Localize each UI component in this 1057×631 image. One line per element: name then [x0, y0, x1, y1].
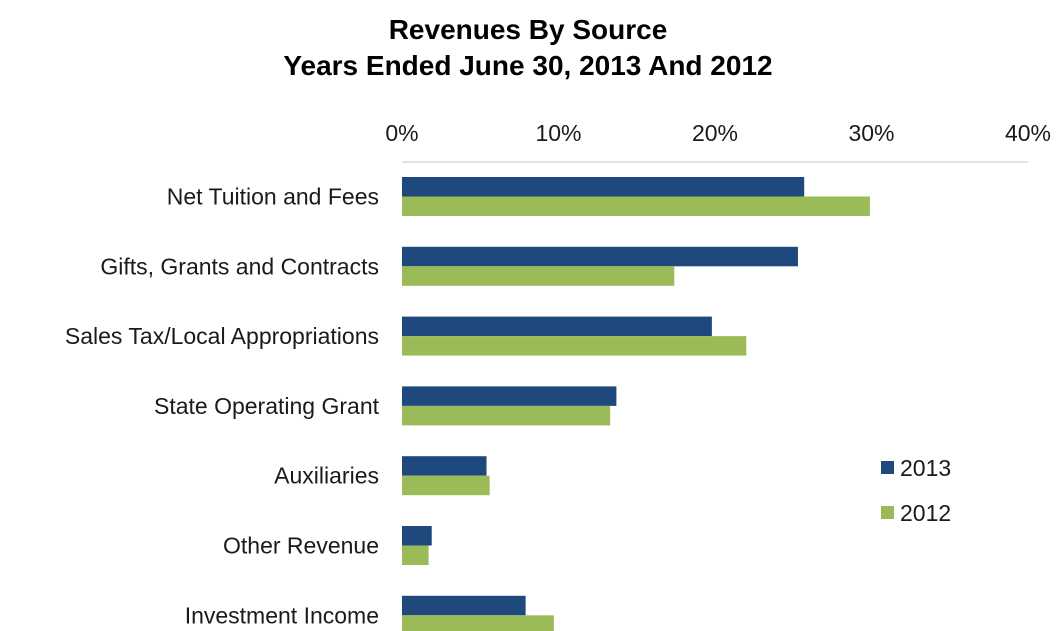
- bar-2013: [402, 595, 526, 616]
- bars: [402, 177, 870, 631]
- legend-swatch-2013: [881, 461, 894, 474]
- bar-2013: [402, 177, 805, 197]
- bar-2012: [402, 475, 490, 496]
- bar-2012: [402, 615, 554, 631]
- category-label: Investment Income: [185, 602, 379, 628]
- x-axis-ticks: 0% 10% 20% 30% 40%: [385, 120, 1051, 146]
- category-labels: Net Tuition and Fees Gifts, Grants and Co…: [65, 184, 380, 629]
- x-tick-label: 20%: [692, 120, 738, 146]
- category-label: Auxiliaries: [274, 463, 379, 489]
- x-tick-label: 10%: [535, 120, 581, 146]
- x-tick-label: 30%: [848, 120, 894, 146]
- bar-2013: [402, 456, 487, 476]
- x-tick-label: 40%: [1005, 120, 1051, 146]
- legend-label: 2013: [900, 455, 951, 481]
- legend: 2013 2012: [881, 455, 951, 526]
- category-label: Sales Tax/Local Appropriations: [65, 323, 379, 349]
- bar-2012: [402, 266, 675, 286]
- category-label: Gifts, Grants and Contracts: [100, 253, 379, 279]
- bar-2012: [402, 336, 747, 356]
- bar-2013: [402, 246, 798, 267]
- legend-label: 2012: [900, 500, 951, 526]
- bar-2012: [402, 405, 611, 426]
- chart-subtitle: Years Ended June 30, 2013 And 2012: [283, 50, 772, 81]
- bar-2012: [402, 545, 429, 565]
- bar-2013: [402, 386, 617, 406]
- chart-title: Revenues By Source: [389, 14, 668, 45]
- category-label: State Operating Grant: [154, 393, 380, 419]
- x-tick-label: 0%: [385, 120, 418, 146]
- legend-swatch-2012: [881, 506, 894, 519]
- category-label: Other Revenue: [223, 533, 379, 559]
- bar-2013: [402, 316, 712, 337]
- category-label: Net Tuition and Fees: [167, 184, 379, 210]
- bar-2013: [402, 526, 432, 546]
- bar-2012: [402, 196, 870, 216]
